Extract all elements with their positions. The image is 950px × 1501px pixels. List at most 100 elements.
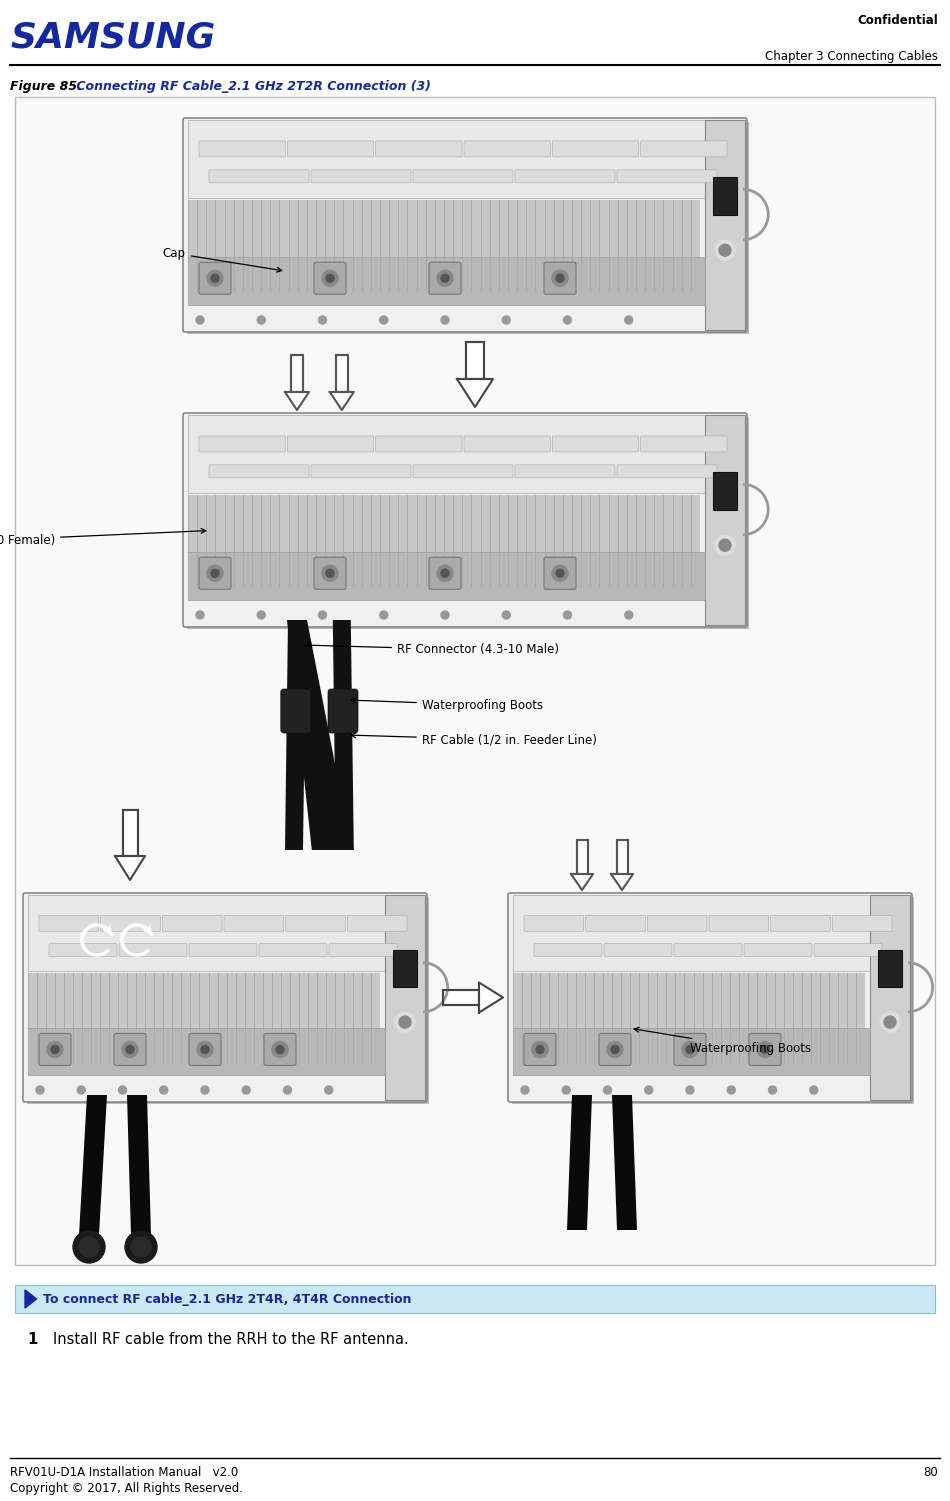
- Circle shape: [715, 536, 735, 555]
- Polygon shape: [285, 392, 309, 410]
- Circle shape: [395, 1012, 415, 1033]
- Bar: [513, 895, 907, 971]
- FancyBboxPatch shape: [512, 898, 914, 1105]
- FancyBboxPatch shape: [617, 170, 717, 183]
- Bar: [713, 471, 737, 509]
- Circle shape: [242, 1087, 250, 1094]
- FancyBboxPatch shape: [640, 141, 727, 158]
- Circle shape: [276, 1046, 284, 1054]
- Circle shape: [207, 566, 223, 581]
- FancyBboxPatch shape: [314, 263, 346, 294]
- FancyBboxPatch shape: [814, 944, 882, 956]
- Text: Waterproofing Boots: Waterproofing Boots: [634, 1027, 811, 1055]
- Circle shape: [201, 1087, 209, 1094]
- Circle shape: [552, 566, 568, 581]
- FancyBboxPatch shape: [508, 893, 912, 1102]
- Text: Waterproofing Boots: Waterproofing Boots: [351, 698, 542, 711]
- FancyBboxPatch shape: [199, 557, 231, 590]
- FancyBboxPatch shape: [224, 916, 284, 931]
- Polygon shape: [287, 620, 352, 850]
- Bar: [188, 120, 742, 198]
- Polygon shape: [79, 1096, 107, 1235]
- Circle shape: [380, 611, 388, 618]
- Circle shape: [257, 317, 265, 324]
- Circle shape: [686, 1087, 694, 1094]
- FancyBboxPatch shape: [674, 944, 742, 956]
- Bar: [870, 895, 910, 1100]
- Circle shape: [503, 317, 510, 324]
- Bar: [123, 811, 138, 856]
- Circle shape: [380, 317, 388, 324]
- Circle shape: [719, 245, 731, 257]
- FancyBboxPatch shape: [515, 170, 615, 183]
- FancyBboxPatch shape: [544, 263, 576, 294]
- Circle shape: [556, 569, 564, 578]
- Text: Cap: Cap: [162, 246, 282, 272]
- Circle shape: [51, 1046, 59, 1054]
- FancyBboxPatch shape: [314, 557, 346, 590]
- FancyBboxPatch shape: [329, 944, 397, 956]
- Circle shape: [728, 1087, 735, 1094]
- Text: RFV01U-D1A Installation Manual   v2.0: RFV01U-D1A Installation Manual v2.0: [10, 1466, 238, 1478]
- Bar: [577, 841, 587, 874]
- Circle shape: [131, 1237, 151, 1256]
- Circle shape: [441, 611, 449, 618]
- FancyBboxPatch shape: [187, 122, 749, 335]
- Bar: [385, 895, 425, 1100]
- FancyBboxPatch shape: [599, 1034, 631, 1066]
- FancyBboxPatch shape: [287, 435, 373, 452]
- FancyBboxPatch shape: [375, 435, 462, 452]
- Circle shape: [437, 270, 453, 287]
- Bar: [15, 98, 935, 1265]
- Circle shape: [884, 1016, 896, 1028]
- Circle shape: [563, 611, 572, 618]
- Circle shape: [160, 1087, 168, 1094]
- Bar: [28, 895, 422, 971]
- Circle shape: [757, 1042, 773, 1058]
- Polygon shape: [127, 1096, 151, 1235]
- Circle shape: [119, 1087, 126, 1094]
- FancyBboxPatch shape: [209, 170, 309, 183]
- Bar: [188, 495, 700, 587]
- Bar: [393, 950, 417, 988]
- Bar: [513, 973, 865, 1063]
- Bar: [291, 356, 303, 392]
- Circle shape: [562, 1087, 570, 1094]
- Circle shape: [769, 1087, 776, 1094]
- Circle shape: [719, 539, 731, 551]
- Polygon shape: [571, 874, 593, 890]
- Circle shape: [441, 569, 449, 578]
- Polygon shape: [115, 856, 145, 880]
- Bar: [188, 257, 705, 305]
- Circle shape: [625, 611, 633, 618]
- FancyBboxPatch shape: [328, 689, 358, 732]
- Circle shape: [322, 270, 338, 287]
- FancyBboxPatch shape: [49, 944, 117, 956]
- Circle shape: [611, 1046, 619, 1054]
- Circle shape: [556, 275, 564, 282]
- Text: To connect RF cable_2.1 GHz 2T4R, 4T4R Connection: To connect RF cable_2.1 GHz 2T4R, 4T4R C…: [43, 1292, 411, 1306]
- FancyBboxPatch shape: [647, 916, 707, 931]
- Bar: [705, 120, 745, 330]
- FancyBboxPatch shape: [27, 898, 429, 1105]
- Text: 1: 1: [27, 1331, 37, 1346]
- FancyBboxPatch shape: [23, 893, 427, 1102]
- FancyBboxPatch shape: [101, 916, 161, 931]
- FancyBboxPatch shape: [524, 1034, 556, 1066]
- FancyBboxPatch shape: [413, 170, 513, 183]
- FancyBboxPatch shape: [187, 417, 749, 629]
- FancyBboxPatch shape: [534, 944, 602, 956]
- Circle shape: [326, 569, 334, 578]
- Circle shape: [761, 1046, 769, 1054]
- Text: RF Port (4.3-10 Female): RF Port (4.3-10 Female): [0, 528, 206, 546]
- Circle shape: [809, 1087, 818, 1094]
- FancyBboxPatch shape: [585, 916, 645, 931]
- FancyBboxPatch shape: [640, 435, 727, 452]
- Bar: [443, 991, 479, 1006]
- Circle shape: [257, 611, 265, 618]
- FancyBboxPatch shape: [119, 944, 187, 956]
- Circle shape: [536, 1046, 544, 1054]
- FancyBboxPatch shape: [770, 916, 830, 931]
- FancyBboxPatch shape: [311, 170, 411, 183]
- Bar: [577, 841, 587, 874]
